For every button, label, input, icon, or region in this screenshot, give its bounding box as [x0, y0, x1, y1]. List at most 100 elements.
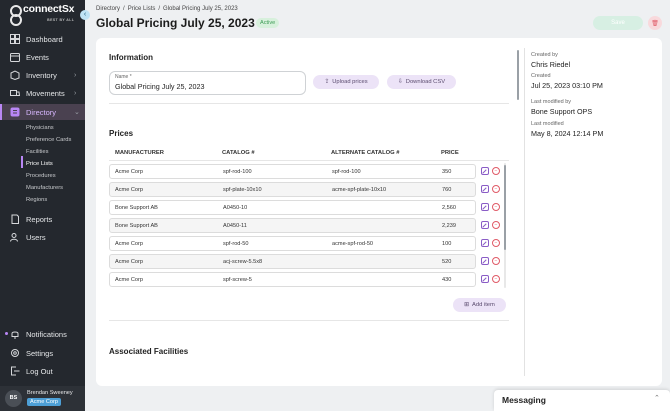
breadcrumb-price-lists[interactable]: Price Lists	[127, 6, 156, 12]
table-row[interactable]: Acme Corp spf-screw-5 430	[109, 272, 476, 287]
plus-icon: ⊞	[464, 302, 469, 308]
remove-icon[interactable]: −	[492, 239, 500, 247]
logo-icon	[9, 4, 22, 26]
user-org-badge: Acme Corp	[27, 398, 61, 406]
table-row[interactable]: Bone Support AB A0450-10 2,560	[109, 200, 476, 215]
sidebar-item-users[interactable]: Users	[0, 229, 85, 245]
edit-icon[interactable]	[481, 221, 489, 229]
logo-text: connectSx BEST BY ALL	[23, 2, 75, 22]
sidebar-sub-facilities[interactable]: Facilities	[26, 149, 49, 155]
section-title-prices: Prices	[109, 129, 134, 138]
download-csv-button[interactable]: ⇩ Download CSV	[387, 75, 456, 89]
section-title-associated-facilities: Associated Facilities	[109, 347, 189, 356]
breadcrumb-directory[interactable]: Directory	[96, 6, 121, 12]
sidebar: connectSx BEST BY ALL Dashboard Events I…	[0, 0, 85, 411]
created-by-value: Chris Riedel	[531, 60, 571, 69]
remove-icon[interactable]: −	[492, 167, 500, 175]
sidebar-sub-preference-cards[interactable]: Preference Cards	[26, 137, 72, 143]
collapse-sidebar-button[interactable]: ‹	[80, 10, 90, 20]
name-field-value: Global Pricing July 25, 2023	[115, 82, 205, 91]
box-icon	[10, 70, 20, 81]
sidebar-item-reports[interactable]: Reports	[0, 211, 85, 227]
table-row[interactable]: Acme Corp spf-rod-50 acme-spf-rod-50 100	[109, 236, 476, 251]
user-profile[interactable]: BS Brendan Sweeney Acme Corp	[0, 386, 85, 411]
avatar: BS	[5, 390, 22, 407]
sidebar-sub-physicians[interactable]: Physicians	[26, 125, 54, 131]
column-header-price: PRICE	[441, 150, 459, 156]
sidebar-sub-manufacturers[interactable]: Manufacturers	[26, 185, 64, 191]
edit-icon[interactable]	[481, 257, 489, 265]
gear-icon	[10, 348, 20, 358]
edit-icon[interactable]	[481, 167, 489, 175]
logo[interactable]: connectSx BEST BY ALL	[9, 2, 75, 26]
divider	[109, 320, 509, 321]
logout-icon	[10, 366, 20, 376]
edit-icon[interactable]	[481, 275, 489, 283]
chevron-right-icon: ›	[74, 71, 77, 79]
sidebar-sub-procedures[interactable]: Procedures	[26, 173, 56, 179]
table-row[interactable]: Bone Support AB A0450-11 2,239	[109, 218, 476, 233]
chevron-up-icon[interactable]: ⌃	[654, 395, 660, 402]
modified-label: Last modified	[531, 121, 564, 127]
sidebar-sub-price-lists[interactable]: Price Lists	[26, 161, 53, 167]
page-title: Global Pricing July 25, 2023	[96, 16, 255, 30]
delete-button[interactable]: 🗑	[648, 16, 662, 30]
messaging-panel[interactable]: Messaging ⌃	[494, 390, 670, 411]
table-row[interactable]: Acme Corp spf-plate-10x10 acme-spf-plate…	[109, 182, 476, 197]
detail-card	[96, 38, 662, 386]
section-title-information: Information	[109, 53, 153, 62]
directory-icon	[10, 107, 20, 117]
remove-icon[interactable]: −	[492, 185, 500, 193]
remove-icon[interactable]: −	[492, 257, 500, 265]
sidebar-item-directory[interactable]: Directory ⌄	[0, 104, 85, 120]
breadcrumb-separator: /	[158, 6, 161, 12]
upload-icon: ⇪	[324, 79, 330, 85]
sidebar-item-events[interactable]: Events	[0, 49, 85, 65]
panel-divider	[524, 48, 525, 376]
sidebar-item-dashboard[interactable]: Dashboard	[0, 31, 85, 47]
name-field-label: Name *	[115, 74, 132, 80]
report-icon	[10, 214, 20, 224]
users-icon	[10, 232, 20, 242]
column-header-manufacturer: MANUFACTURER	[115, 150, 164, 156]
trash-icon: 🗑	[651, 21, 659, 27]
calendar-icon	[10, 52, 20, 62]
edit-icon[interactable]	[481, 203, 489, 211]
sidebar-item-movements[interactable]: Movements ›	[0, 85, 85, 101]
sidebar-item-settings[interactable]: Settings	[0, 345, 85, 361]
user-name: Brendan Sweeney	[27, 390, 73, 396]
scrollbar[interactable]	[517, 50, 519, 100]
breadcrumb-current: Global Pricing July 25, 2023	[163, 6, 238, 12]
sidebar-sub-regions[interactable]: Regions	[26, 197, 48, 203]
truck-icon	[10, 88, 21, 98]
notification-dot	[5, 332, 8, 335]
remove-icon[interactable]: −	[492, 203, 500, 211]
active-sub-indicator	[21, 156, 23, 168]
sidebar-item-notifications[interactable]: Notifications	[0, 326, 85, 342]
grid-icon	[10, 34, 20, 44]
sidebar-item-inventory[interactable]: Inventory ›	[0, 67, 85, 83]
created-value: Jul 25, 2023 03:10 PM	[531, 81, 603, 90]
breadcrumb: Directory / Price Lists / Global Pricing Jul…	[96, 6, 241, 12]
column-header-catalog: CATALOG #	[222, 150, 255, 156]
add-item-button[interactable]: ⊞ Add item	[453, 298, 506, 312]
chevron-down-icon: ⌄	[74, 109, 80, 116]
divider	[109, 103, 509, 104]
remove-icon[interactable]: −	[492, 275, 500, 283]
table-scrollbar[interactable]	[504, 165, 506, 250]
created-label: Created	[531, 73, 551, 79]
remove-icon[interactable]: −	[492, 221, 500, 229]
messaging-title: Messaging	[502, 395, 546, 405]
save-button[interactable]: Save	[593, 16, 643, 30]
divider	[109, 160, 509, 161]
download-icon: ⇩	[397, 79, 403, 85]
chevron-right-icon: ›	[74, 89, 77, 97]
sidebar-item-logout[interactable]: Log Out	[0, 363, 85, 379]
edit-icon[interactable]	[481, 185, 489, 193]
table-row[interactable]: Acme Corp acj-screw-5.5x8 520	[109, 254, 476, 269]
breadcrumb-separator: /	[123, 6, 125, 12]
edit-icon[interactable]	[481, 239, 489, 247]
upload-prices-button[interactable]: ⇪ Upload prices	[313, 75, 379, 89]
table-row[interactable]: Acme Corp spf-rod-100 spf-rod-100 350	[109, 164, 476, 179]
name-field[interactable]: Name * Global Pricing July 25, 2023	[109, 71, 306, 95]
